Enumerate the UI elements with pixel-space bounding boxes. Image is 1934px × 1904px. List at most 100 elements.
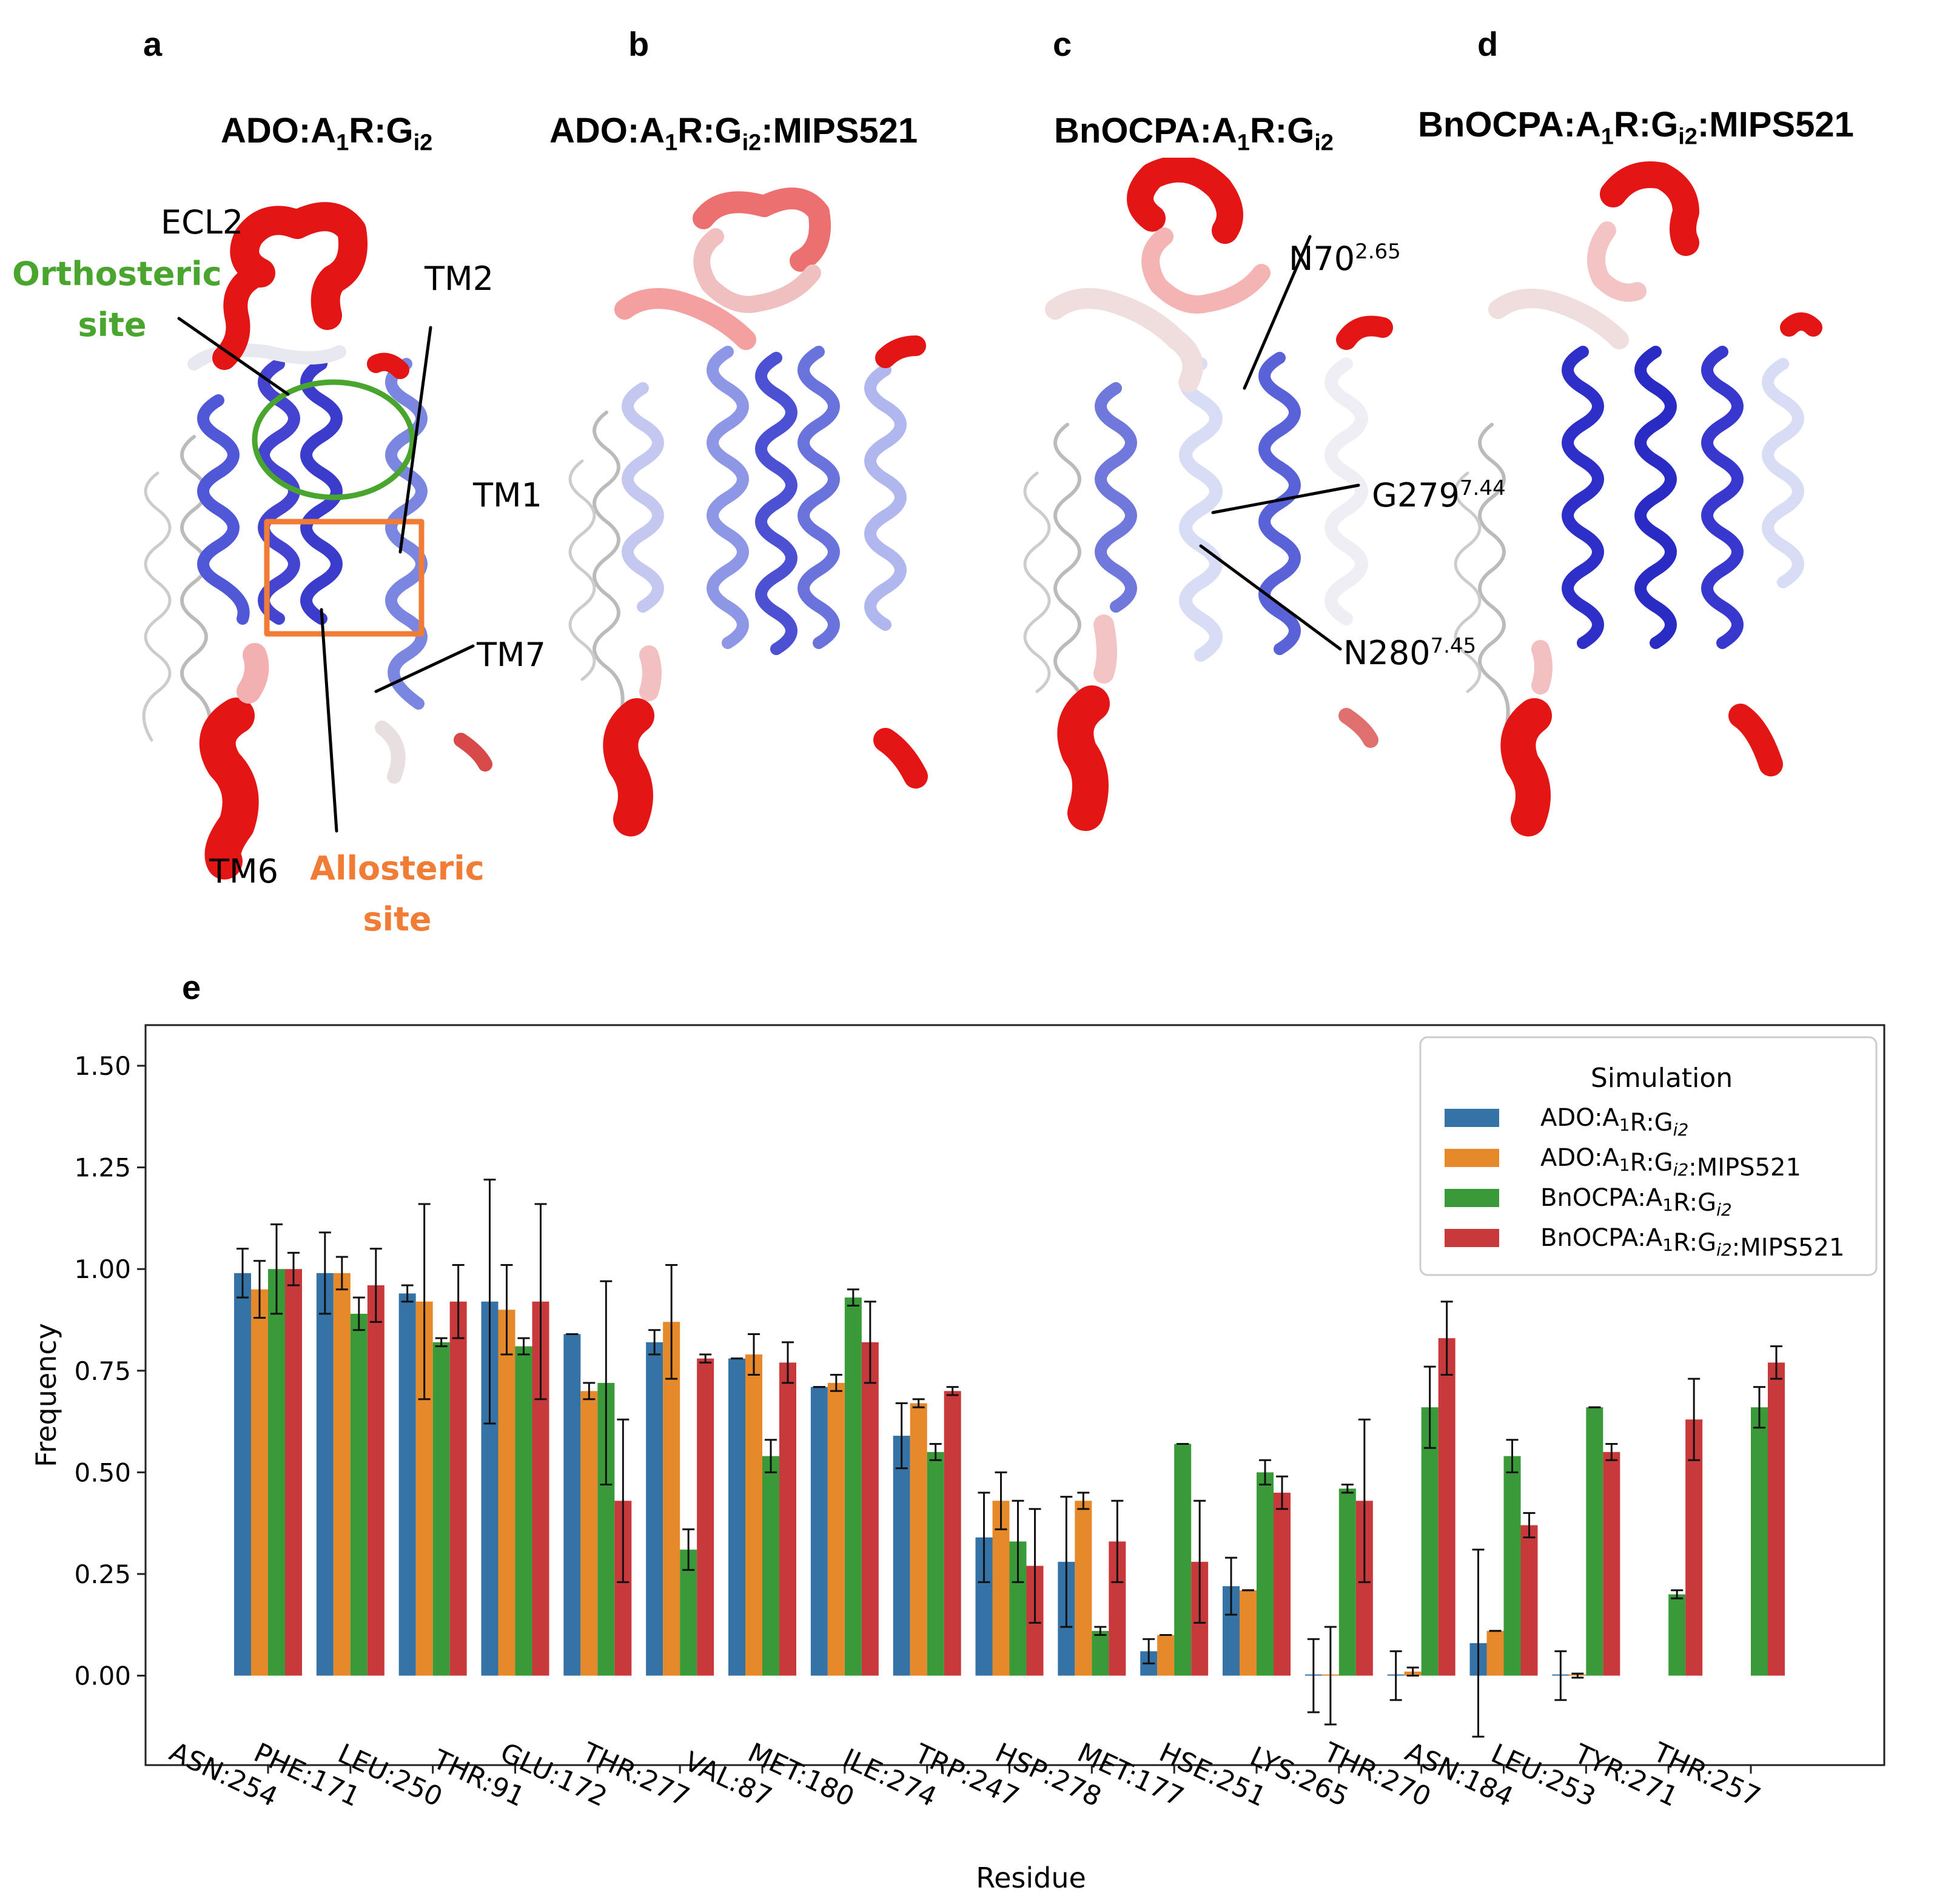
bar [1257,1472,1274,1676]
bar [697,1358,714,1676]
bar [1603,1452,1620,1676]
bar [1586,1407,1603,1676]
bar [728,1358,745,1676]
x-axis: ASN:254PHE:171LEU:250THR:91GLU:172THR:27… [165,1737,1765,1813]
ecl2-loop-red [230,202,368,330]
bar [398,1293,416,1676]
bar [646,1342,663,1676]
bars-group [234,1269,1785,1676]
legend-box [1419,1036,1878,1276]
bar [762,1456,779,1676]
y-tick-label: 1.50 [74,1051,131,1081]
x-axis-label: Residue [976,1862,1086,1894]
bar [1075,1501,1092,1676]
protein-structure-d [1454,161,1822,836]
y-tick-label: 1.25 [74,1153,131,1183]
error-bars-group [237,1179,1782,1738]
legend-swatch [1445,1189,1499,1207]
bar [1174,1444,1192,1676]
panel-letter-e: e [182,968,201,1006]
label-tm1: TM1 [473,476,542,514]
y-axis-label: Frequency [30,1323,62,1467]
allosteric-site-box [264,519,425,637]
bar [1338,1489,1356,1676]
bar [449,1301,467,1676]
panel-letter-c: c [1053,25,1072,63]
helix-tm1 [385,358,428,710]
legend: Simulation ADO:A1R:Gi2 ADO:A1R:Gi2:MIPS52… [1419,1036,1878,1276]
bar [827,1382,845,1676]
bar [663,1322,680,1676]
label-g279: G2797.44 [1372,476,1506,514]
panel-title-b: ADO:A1R:Gi2:MIPS521 [549,111,918,156]
legend-label: BnOCPA:A1R:Gi2 [1540,1184,1732,1220]
y-tick-label: 0.25 [74,1559,131,1589]
bar [268,1269,285,1676]
label-allosteric-site: Allosteric site [310,849,485,938]
bar [745,1354,762,1676]
bar [1421,1407,1439,1676]
plot-frame [144,1024,1885,1766]
bar [1685,1419,1703,1676]
label-tm7: TM7 [477,636,546,674]
bar [861,1342,879,1676]
panel-letter-a: a [143,25,163,63]
bar [927,1452,944,1676]
protein-structure-b [568,187,928,836]
bar [1486,1630,1504,1676]
bar [367,1285,384,1676]
bar [1520,1525,1538,1676]
legend-swatch [1445,1149,1499,1167]
helix-tm6 [197,394,250,625]
bar [251,1289,268,1676]
bar [316,1273,334,1676]
label-tm6: TM6 [209,852,278,890]
bar [1751,1407,1768,1676]
bar [285,1269,302,1676]
y-tick-label: 1.00 [74,1254,131,1284]
bar [234,1273,251,1676]
bar [1438,1338,1456,1676]
helix-tm2 [300,358,343,625]
bar [333,1273,351,1676]
legend-label: ADO:A1R:Gi2:MIPS521 [1540,1144,1801,1182]
label-n280: N2807.45 [1343,634,1477,672]
panel-letter-d: d [1477,25,1499,63]
bar [563,1334,581,1676]
legend-swatch [1445,1229,1499,1247]
bar [844,1297,862,1676]
bar [498,1310,515,1676]
legend-label: BnOCPA:A1R:Gi2:MIPS521 [1540,1224,1844,1262]
bar [350,1313,368,1676]
tm6-end-red [199,698,259,880]
panel-title-a: ADO:A1R:Gi2 [221,111,433,156]
bar [1668,1594,1686,1676]
bar [1092,1630,1109,1676]
bar [1274,1492,1291,1676]
bar [580,1391,598,1676]
bar [1157,1635,1175,1676]
bar [515,1346,532,1676]
bar [432,1342,450,1676]
bar [1240,1590,1257,1676]
label-tm2: TM2 [425,260,494,298]
orthosteric-site-circle [252,379,415,500]
protein-structure-a [142,202,492,880]
y-axis: 0.00 0.25 0.50 0.75 1.00 1.25 1.50 [74,1051,146,1691]
panel-title-d: BnOCPA:A1R:Gi2:MIPS521 [1418,105,1854,150]
label-ecl2: ECL2 [161,203,244,241]
bar [910,1403,927,1676]
legend-swatch [1445,1109,1499,1127]
bar [1503,1456,1521,1676]
y-tick-label: 0.50 [74,1458,131,1487]
bar [779,1362,796,1676]
bar [1768,1362,1785,1676]
panel-title-c: BnOCPA:A1R:Gi2 [1054,111,1334,156]
y-tick-label: 0.75 [74,1356,131,1386]
y-tick-label: 0.00 [74,1661,131,1691]
panel-letter-b: b [628,25,650,63]
protein-structure-c [1023,158,1393,831]
label-n70: N702.65 [1289,240,1401,278]
bar [944,1391,961,1676]
